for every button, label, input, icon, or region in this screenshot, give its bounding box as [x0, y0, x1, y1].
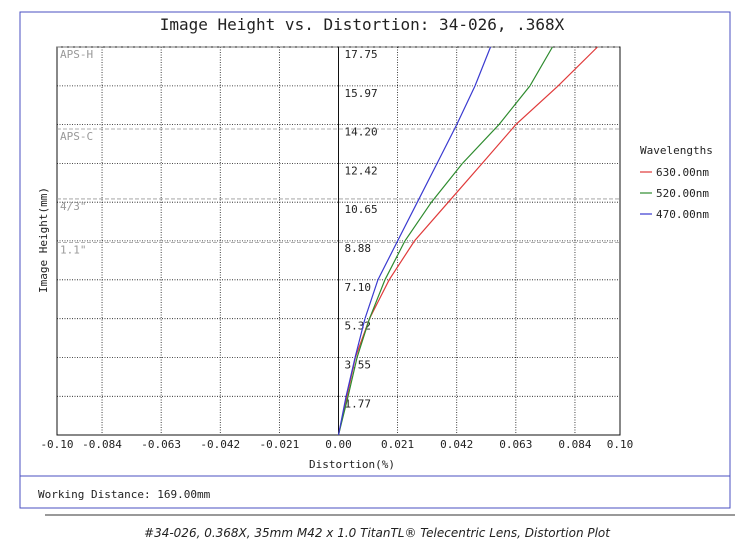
working-distance: Working Distance: 169.00mm [38, 488, 211, 501]
series-line [337, 46, 492, 436]
sensor-label: 4/3" [60, 200, 87, 213]
y-tick-label: 12.42 [345, 165, 378, 178]
x-axis-label: Distortion(%) [309, 458, 395, 471]
sensor-label: APS-C [60, 130, 93, 143]
legend-label: 630.00nm [656, 166, 709, 179]
y-tick-label: 14.20 [345, 126, 378, 139]
series-line [337, 46, 553, 436]
x-tick-label: 0.10 [607, 438, 634, 451]
x-tick-label: 0.042 [440, 438, 473, 451]
y-tick-label: 17.75 [345, 48, 378, 61]
caption: #34-026, 0.368X, 35mm M42 x 1.0 TitanTL®… [144, 526, 611, 540]
y-tick-label: 8.88 [345, 242, 372, 255]
sensor-label: 1.1" [60, 244, 87, 257]
x-tick-label: -0.021 [260, 438, 300, 451]
legend-label: 470.00nm [656, 208, 709, 221]
y-axis-label: Image Height(mm) [37, 187, 50, 293]
x-tick-label: 0.084 [558, 438, 591, 451]
x-tick-label: 0.00 [325, 438, 352, 451]
x-tick-label: -0.042 [200, 438, 240, 451]
y-tick-label: 15.97 [345, 87, 378, 100]
chart-title: Image Height vs. Distortion: 34-026, .36… [160, 15, 565, 34]
y-tick-label: 3.55 [345, 358, 372, 371]
x-tick-label: -0.084 [82, 438, 122, 451]
x-tick-label: 0.021 [381, 438, 414, 451]
legend-label: 520.00nm [656, 187, 709, 200]
x-tick-label: -0.063 [141, 438, 181, 451]
y-tick-label: 10.65 [345, 203, 378, 216]
legend-title: Wavelengths [640, 144, 713, 157]
y-tick-label: 1.77 [345, 397, 372, 410]
frame [19, 11, 731, 509]
sensor-label: APS-H [60, 48, 93, 61]
x-tick-label: 0.063 [499, 438, 532, 451]
x-tick-label: -0.10 [40, 438, 73, 451]
y-tick-label: 7.10 [345, 281, 372, 294]
